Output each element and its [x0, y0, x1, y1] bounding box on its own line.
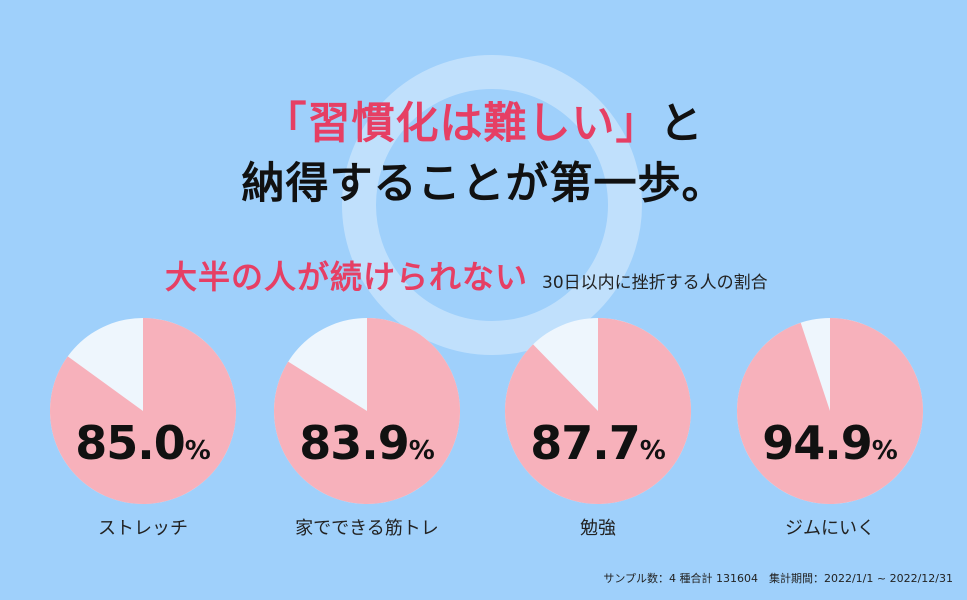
pie-chart: 85.0% ストレッチ [48, 316, 268, 556]
pie-category-label: 家でできる筋トレ [295, 518, 439, 539]
pie-slice-main [505, 318, 692, 504]
pie-value-label: 94.9% [735, 416, 925, 470]
pie-category-label: ストレッチ [98, 518, 188, 539]
pie-value-number: 94.9 [762, 416, 872, 470]
pie-value-percent-sign: % [871, 436, 898, 466]
headline-line-1: 「習慣化は難しい」と [0, 98, 967, 150]
pie-chart: 87.7% 勉強 [503, 316, 723, 556]
pie-value-number: 83.9 [299, 416, 409, 470]
chart-caption: 30日以内に挫折する人の割合 [542, 273, 768, 293]
headline-line-1-rest: と [659, 99, 704, 149]
headline-accent: 「習慣化は難しい」 [263, 99, 660, 149]
pie-graphic [50, 318, 237, 504]
pie-value-label: 83.9% [272, 416, 462, 470]
pie-category-label: 勉強 [580, 518, 616, 539]
pie-chart: 94.9% ジムにいく [735, 316, 955, 556]
pie-value-number: 85.0 [75, 416, 185, 470]
pie-graphic [736, 318, 923, 504]
pie-slice-main [736, 318, 923, 504]
pie-value-label: 85.0% [48, 416, 238, 470]
pie-value-number: 87.7 [530, 416, 640, 470]
section-heading: 大半の人が続けられない 30日以内に挫折する人の割合 [165, 252, 768, 296]
pie-value-label: 87.7% [503, 416, 693, 470]
pie-value-percent-sign: % [639, 436, 666, 466]
pie-chart: 83.9% 家でできる筋トレ [272, 316, 492, 556]
pie-value-percent-sign: % [184, 436, 211, 466]
pie-value-percent-sign: % [408, 436, 435, 466]
headline-line-2: 納得することが第一歩。 [241, 159, 726, 209]
pie-slice-main [274, 318, 461, 504]
pie-graphic [505, 318, 692, 504]
pie-category-label: ジムにいく [785, 518, 875, 539]
section-lead: 大半の人が続けられない [165, 258, 529, 296]
footnote: サンプル数：4 種合計 131604 集計期間：2022/1/1 ~ 2022/… [603, 572, 953, 585]
pie-slice-main [50, 318, 237, 504]
pie-graphic [274, 318, 461, 504]
